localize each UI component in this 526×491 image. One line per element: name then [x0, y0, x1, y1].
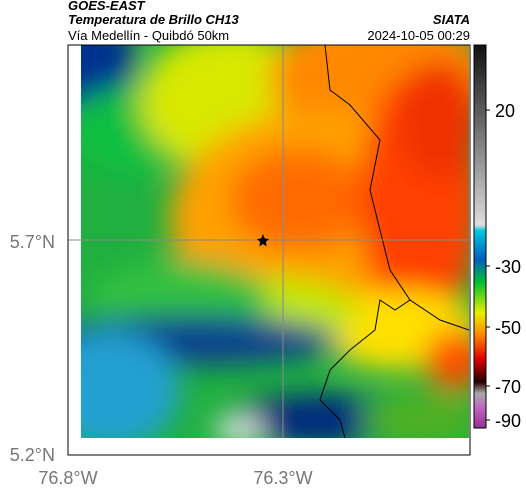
border-line [319, 299, 411, 438]
agency: GOES-EAST [68, 0, 146, 13]
subtitle: Vía Medellín - Quibdó 50km [68, 28, 229, 43]
colorbar [473, 44, 487, 429]
lat-label: 5.7°N [10, 232, 55, 252]
colorbar-tick-label: -50 [495, 318, 521, 338]
lat-label: 5.2°N [10, 445, 55, 465]
lon-label: 76.8°W [38, 468, 97, 488]
border-line [324, 45, 469, 331]
colorbar-tick-label: 20 [495, 101, 515, 121]
title: Temperatura de Brillo CH13 [68, 12, 240, 27]
location-marker [257, 234, 269, 247]
lon-label: 76.3°W [253, 468, 312, 488]
datetime: 2024-10-05 00:29 [367, 28, 470, 43]
colorbar-tick-label: -30 [495, 257, 521, 277]
source: SIATA [433, 12, 470, 27]
colorbar-ticks [486, 109, 490, 421]
map-frame [67, 44, 471, 456]
colorbar-tick-label: -70 [495, 377, 521, 397]
satellite-image [81, 45, 469, 438]
colorbar-tick-label: -90 [495, 411, 521, 431]
